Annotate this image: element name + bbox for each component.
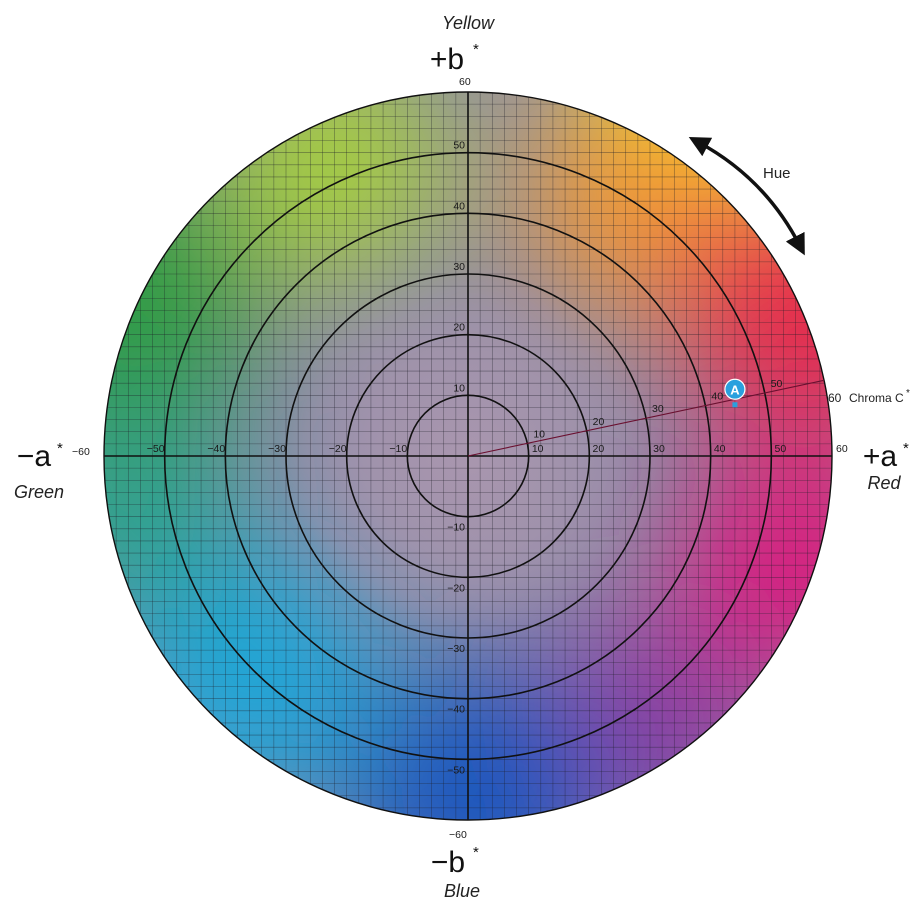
chroma-tick-label: 20 [593,416,605,428]
axis-tick-labels: 10 20 30 40 50 −10 −20 −30 −40 −50 10 20 30 40 50 −10 −2… [147,140,787,777]
chroma-tick-label: 30 [652,403,664,415]
b-tick-label: −20 [447,582,465,594]
chroma-tick-label: 50 [771,378,783,390]
a-tick-label: −10 [389,443,407,455]
a-tick-label: −30 [268,443,286,455]
blue-label: Blue [444,881,480,901]
b-tick-label: −40 [447,704,465,716]
chroma-tick-labels: 10 20 30 40 50 [533,378,782,440]
b-tick-label: 30 [453,261,465,273]
pos-b-label: +b [430,43,464,76]
b-tick-label: 50 [453,140,465,152]
b-tick-label: −50 [447,764,465,776]
chroma-tick-label: 40 [711,391,723,403]
pos-a-label: +a [863,440,898,473]
neg-b-label: −b [431,846,465,879]
chroma-end-value: 60 [828,391,842,405]
b-tick-label: 10 [453,382,465,394]
chroma-star: * [906,388,910,399]
neg-b-star: * [473,844,479,861]
chroma-label: Chroma C [849,391,904,405]
pos-b-star: * [473,41,479,58]
b-tick-label: −30 [447,643,465,655]
chroma-tick-label: 10 [533,428,545,440]
a-tick-label: 50 [774,443,786,455]
b-axis-neg-end-value: −60 [449,829,467,841]
a-tick-label: 20 [592,443,604,455]
chroma-line [467,379,825,457]
a-tick-label: 10 [532,443,544,455]
a-tick-label: −50 [147,443,165,455]
green-label: Green [14,482,64,502]
red-label: Red [867,473,901,493]
a-tick-label: 30 [653,443,665,455]
b-tick-label: 40 [453,200,465,212]
pos-a-star: * [903,440,909,457]
hue-label: Hue [763,165,791,182]
neg-a-label: −a [17,440,52,473]
a-axis-neg-end-value: −60 [72,446,90,458]
hue-arrow [688,137,805,256]
neg-a-star: * [57,440,63,457]
point-a-marker: A [724,378,746,408]
a-tick-label: 40 [714,443,726,455]
point-a-label: A [730,382,740,397]
yellow-label: Yellow [442,13,495,33]
a-axis-end-value: 60 [836,443,848,455]
b-axis-end-value: 60 [459,76,471,88]
b-tick-label: −10 [447,522,465,534]
b-tick-label: 20 [453,322,465,334]
a-tick-label: −40 [207,443,225,455]
a-tick-label: −20 [329,443,347,455]
